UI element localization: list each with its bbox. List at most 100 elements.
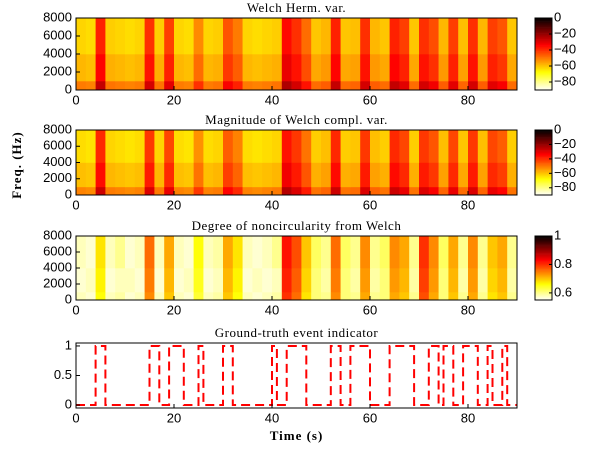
- y-tick-label: 1: [65, 337, 72, 352]
- colorbar-slice: [535, 169, 552, 171]
- heat-cell: [458, 186, 469, 196]
- heat-cell: [262, 268, 273, 293]
- colorbar-slice: [535, 270, 552, 272]
- heat-cell: [232, 81, 243, 91]
- heat-cell: [291, 292, 302, 301]
- heat-cell: [350, 292, 361, 301]
- heat-cell: [144, 268, 155, 293]
- heat-cell: [223, 292, 234, 301]
- heat-cell: [115, 292, 126, 301]
- heat-cell: [272, 236, 283, 269]
- heat-cell: [438, 162, 449, 188]
- heat-cell: [291, 186, 302, 196]
- heat-cell: [311, 186, 322, 196]
- heat-cell: [164, 292, 175, 301]
- colorbar-slice: [535, 67, 552, 69]
- heat-cell: [262, 162, 273, 188]
- heat-cell: [419, 130, 430, 163]
- heat-cell: [301, 54, 312, 82]
- x-tick-label: 40: [265, 302, 279, 317]
- heat-cell: [252, 292, 263, 301]
- colorbar-frame: [534, 235, 553, 301]
- heat-cell: [193, 186, 204, 196]
- heat-cell: [174, 162, 185, 188]
- colorbar-slice: [535, 141, 552, 144]
- heat-cell: [105, 130, 116, 163]
- heat-cell: [164, 18, 175, 55]
- colorbar-slice: [535, 86, 552, 88]
- heat-cell: [203, 186, 214, 196]
- heat-cell: [203, 292, 214, 301]
- heat-cell: [262, 54, 273, 82]
- heat-cell: [76, 236, 87, 269]
- colorbar-slice: [535, 258, 552, 260]
- heat-cell: [154, 186, 165, 196]
- x-tick-label: 80: [461, 302, 475, 317]
- x-tick-label: 40: [265, 410, 279, 425]
- heat-cell: [262, 186, 273, 196]
- heat-cell: [272, 186, 283, 196]
- y-tick-label: 2000: [43, 170, 72, 185]
- colorbar-slice: [535, 188, 552, 190]
- heat-cell: [125, 186, 136, 196]
- colorbar-slice: [535, 259, 552, 261]
- colorbar-slice: [535, 256, 552, 258]
- heat-cell: [409, 292, 420, 301]
- colorbar-slice: [535, 174, 552, 176]
- colorbar-slice: [535, 280, 552, 283]
- x-tick-label: 60: [363, 92, 377, 107]
- heat-cell: [154, 18, 165, 55]
- heat-cell: [370, 54, 381, 82]
- heat-cell: [95, 268, 106, 293]
- heat-cell: [497, 162, 508, 188]
- colorbar-slice: [535, 189, 552, 191]
- colorbar-slice: [535, 24, 552, 26]
- heat-cell: [105, 268, 116, 293]
- heat-cell: [134, 54, 145, 82]
- heat-cell: [477, 236, 488, 269]
- colorbar-slice: [535, 143, 552, 145]
- heat-cell: [448, 292, 459, 301]
- colorbar-slice: [535, 45, 552, 48]
- colorbar-slice: [535, 69, 552, 72]
- heat-cell: [468, 130, 479, 163]
- colorbar-slice: [535, 268, 552, 270]
- x-tick-label: 40: [265, 197, 279, 212]
- heat-cell: [428, 292, 439, 301]
- heat-cell: [76, 292, 87, 301]
- heat-cell: [497, 130, 508, 163]
- heat-cell: [164, 162, 175, 188]
- heat-cell: [399, 54, 410, 82]
- heat-cell: [321, 130, 332, 163]
- heat-cell: [291, 236, 302, 269]
- heat-cell: [272, 130, 283, 163]
- colorbar-slice: [535, 22, 552, 25]
- heat-cell: [193, 81, 204, 91]
- y-tick-label: 0: [65, 291, 72, 306]
- heat-cell: [301, 292, 312, 301]
- colorbar-slice: [535, 278, 552, 281]
- heat-cell: [301, 186, 312, 196]
- x-tick-label: 80: [461, 410, 475, 425]
- heat-cell: [281, 130, 292, 163]
- heat-cell: [223, 268, 234, 293]
- colorbar-tick-label: −80: [554, 73, 576, 88]
- heat-cell: [174, 292, 185, 301]
- heat-cell: [203, 130, 214, 163]
- heat-cell: [379, 268, 390, 293]
- heat-cell: [340, 81, 351, 91]
- colorbar-slice: [535, 137, 552, 139]
- colorbar-slice: [535, 82, 552, 85]
- heat-cell: [330, 81, 341, 91]
- heat-cell: [125, 18, 136, 55]
- heat-cell: [448, 268, 459, 293]
- heat-cell: [468, 18, 479, 55]
- heat-cell: [301, 162, 312, 188]
- heat-cell: [428, 162, 439, 188]
- heat-cell: [95, 54, 106, 82]
- heat-cell: [203, 81, 214, 91]
- heat-cell: [477, 292, 488, 301]
- colorbar-slice: [535, 182, 552, 184]
- colorbar-slice: [535, 84, 552, 86]
- heat-cell: [468, 186, 479, 196]
